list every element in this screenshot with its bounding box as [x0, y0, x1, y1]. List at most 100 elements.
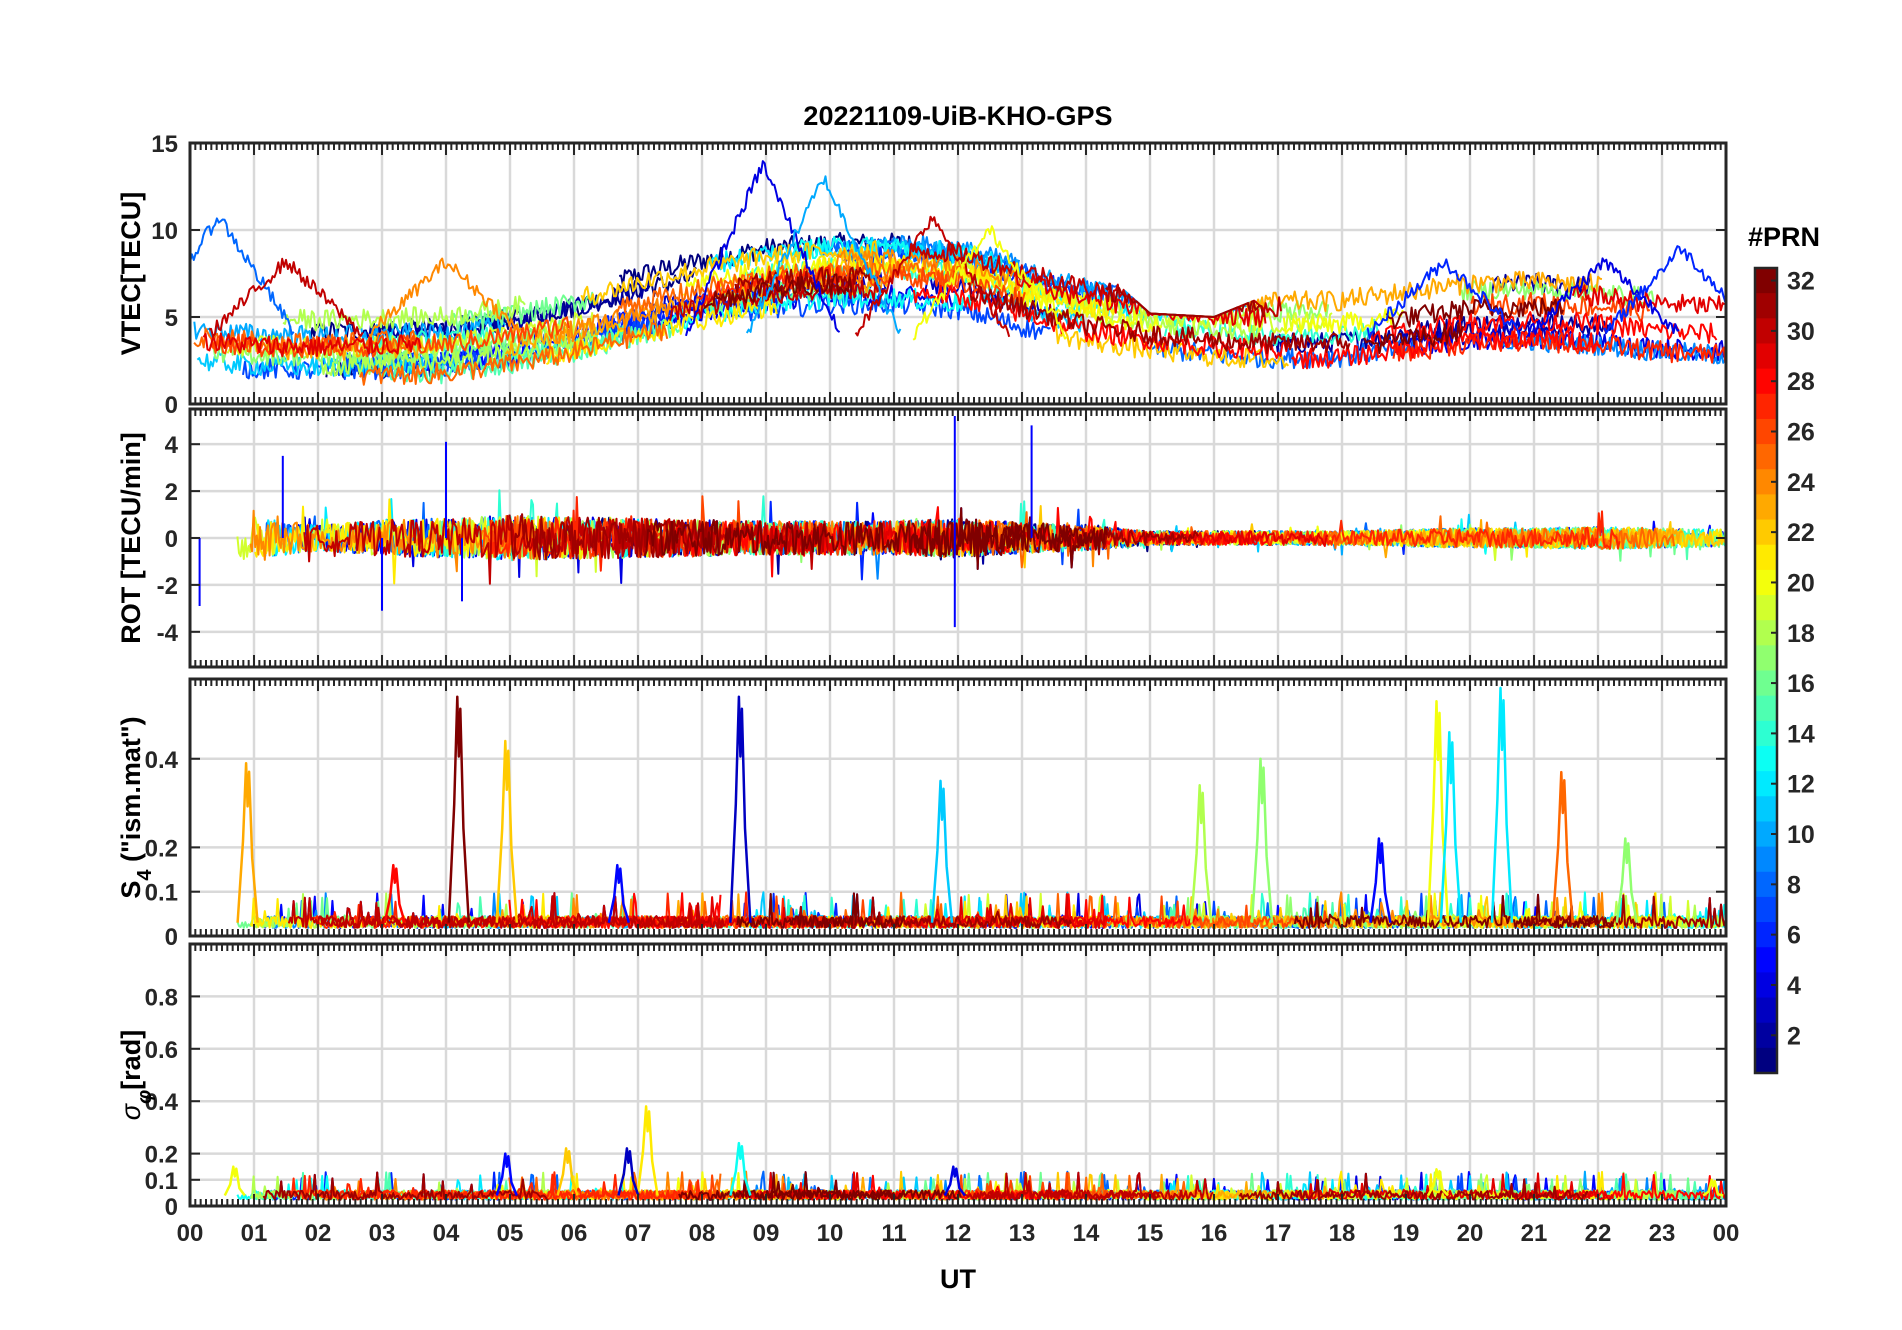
- series-prn-25: [359, 322, 669, 386]
- x-tick-label: 01: [241, 1220, 268, 1247]
- colorbar-segment: [1755, 293, 1777, 319]
- series-prn-6: [1366, 258, 1521, 339]
- x-tick-label: 15: [1137, 1220, 1164, 1247]
- series-prn-30: [287, 892, 725, 929]
- series-prn-29: [202, 332, 422, 358]
- x-tick-label: 14: [1073, 1220, 1100, 1247]
- series-prn-22: [580, 240, 880, 306]
- series-prn-31: [967, 282, 1351, 355]
- series-prn-31: [734, 266, 871, 294]
- colorbar-segment: [1755, 745, 1777, 772]
- y-tick-label: 5: [165, 305, 178, 332]
- x-axis-label: UT: [940, 1264, 976, 1294]
- rot-spikes: [198, 416, 1033, 628]
- series-prn-10: [745, 175, 902, 334]
- spike-prn-12: [1490, 686, 1514, 923]
- y-tick-label: 0: [165, 526, 178, 553]
- series-prn-27: [1186, 510, 1621, 550]
- y-axis-label: σφ[rad]: [116, 1030, 156, 1120]
- series-prn-4: [1526, 257, 1680, 338]
- series-prn-31: [1520, 894, 1726, 929]
- colorbar-tick-label: 20: [1787, 569, 1815, 597]
- series-prn-24: [368, 257, 522, 338]
- spike-prn-3: [617, 1147, 640, 1196]
- spike-prn-20: [1426, 699, 1450, 923]
- y-tick-label: 0.2: [145, 835, 178, 862]
- x-tick-label: 20: [1457, 1220, 1484, 1247]
- y-tick-label: 4: [165, 432, 179, 459]
- spike-prn-17: [1615, 837, 1639, 923]
- series-prn-30: [303, 515, 650, 585]
- colorbar-tick-label: 24: [1787, 469, 1815, 497]
- y-tick-label: -4: [157, 620, 179, 647]
- spike-prn-5: [495, 1152, 518, 1196]
- x-tick-label: 23: [1649, 1220, 1676, 1247]
- series-prn-27: [318, 1173, 706, 1201]
- x-tick-label: 00: [177, 1220, 204, 1247]
- colorbar-tick-label: 6: [1787, 922, 1801, 950]
- spike-prn-20: [1426, 1168, 1449, 1197]
- x-tick-label: 17: [1265, 1220, 1292, 1247]
- x-tick-label: 16: [1201, 1220, 1228, 1247]
- colorbar-segment: [1755, 519, 1777, 546]
- series-prn-24: [554, 297, 672, 345]
- y-tick-label: 0.2: [145, 1142, 178, 1169]
- x-tick-label: 02: [305, 1220, 332, 1247]
- spike-prn-4: [943, 1165, 966, 1197]
- spike-prn-21: [636, 1105, 659, 1196]
- colorbar-segment: [1755, 595, 1777, 621]
- x-tick-label: 13: [1009, 1220, 1036, 1247]
- colorbar-segment: [1755, 368, 1777, 395]
- series-prn-28: [1054, 893, 1199, 929]
- colorbar-segment: [1755, 720, 1777, 747]
- spike-prn-13: [729, 1141, 752, 1196]
- series-prn-32: [911, 507, 1108, 569]
- y-tick-label: 10: [151, 218, 178, 245]
- colorbar-tick-label: 26: [1787, 419, 1815, 447]
- series-prn-24: [835, 248, 1026, 292]
- colorbar-segment: [1755, 871, 1777, 898]
- series-prn-26: [210, 316, 570, 359]
- colorbar-segment: [1755, 418, 1777, 445]
- y-tick-label: 15: [151, 131, 178, 158]
- spike-prn-20: [1702, 1178, 1724, 1197]
- x-tick-label: 09: [753, 1220, 780, 1247]
- series-prn-32: [1385, 297, 1565, 330]
- series-prn-20: [912, 225, 1068, 341]
- panel-3: 0 0.1 0.2 0.4S4 ("ism.mat"): [116, 677, 1728, 951]
- y-tick-label: 0.4: [145, 1089, 179, 1116]
- y-tick-label: 0.1: [145, 880, 178, 907]
- colorbar-segment: [1755, 922, 1777, 948]
- colorbar-segment: [1755, 771, 1777, 797]
- colorbar-tick-label: 30: [1787, 318, 1815, 346]
- series-prn-30: [208, 257, 364, 338]
- series-prn-30: [318, 895, 706, 929]
- colorbar-frame: [1753, 266, 1779, 1075]
- colorbar-tick-label: 18: [1787, 620, 1815, 648]
- x-tick-label: 04: [433, 1220, 460, 1247]
- spike-prn-12: [1439, 730, 1463, 923]
- series-group: [190, 160, 1726, 386]
- colorbar-tick-label: 32: [1787, 268, 1815, 296]
- spike-prn-32: [447, 695, 471, 923]
- spike-prn-17: [1250, 757, 1274, 923]
- y-tick-label: -2: [157, 573, 178, 600]
- x-tick-label: 22: [1585, 1220, 1612, 1247]
- y-tick-label: 0.8: [145, 984, 178, 1011]
- x-tick-label: 07: [625, 1220, 652, 1247]
- y-axis-label: S4 ("ism.mat"): [116, 716, 156, 898]
- x-tick-label: 10: [817, 1220, 844, 1247]
- y-tick-label: 0.4: [145, 747, 179, 774]
- colorbar-segment: [1755, 896, 1777, 923]
- colorbar-segment: [1755, 947, 1777, 973]
- spike-prn-23: [236, 761, 259, 923]
- colorbar-segment: [1755, 821, 1777, 848]
- figure-title: 20221109-UiB-KHO-GPS: [803, 101, 1112, 131]
- series-prn-30: [854, 215, 1011, 338]
- y-tick-label: 0.6: [145, 1037, 178, 1064]
- y-tick-label: 2: [165, 479, 178, 506]
- colorbar-segment: [1755, 268, 1777, 294]
- series-prn-29: [1144, 530, 1329, 547]
- colorbar-label: #PRN: [1748, 222, 1820, 252]
